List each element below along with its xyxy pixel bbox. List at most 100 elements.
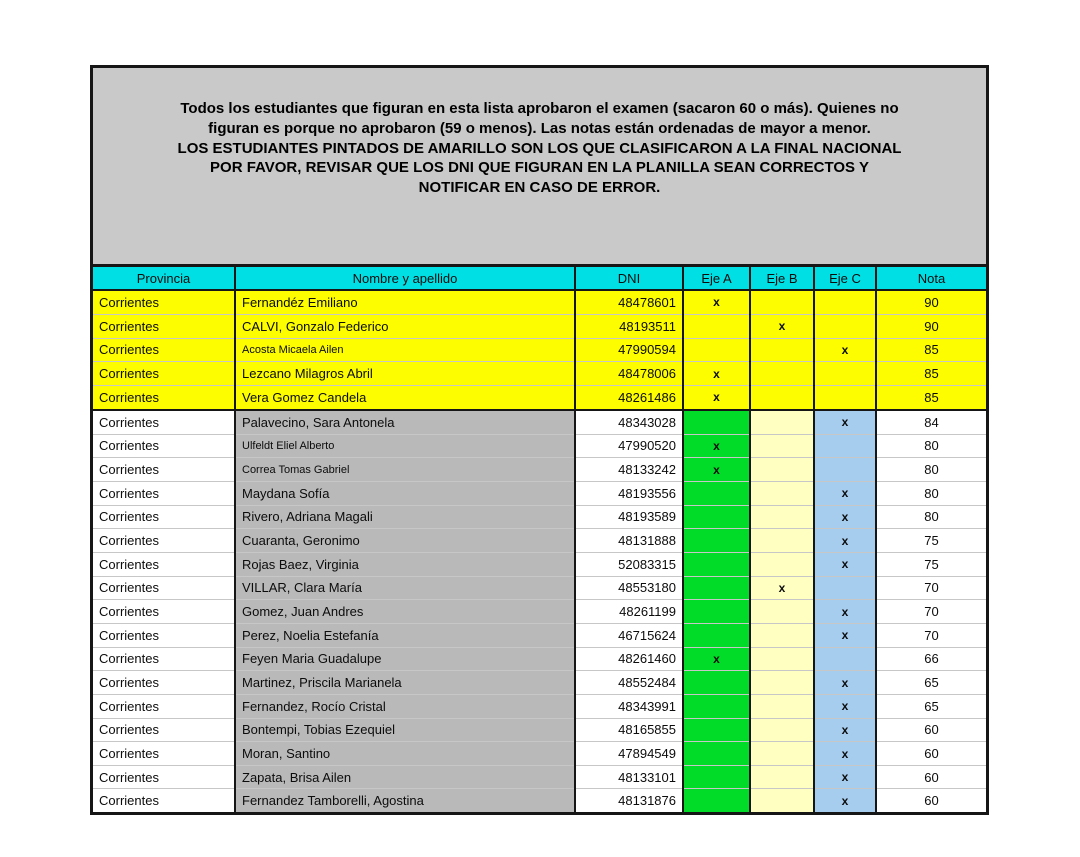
cell-nota: 84 — [875, 408, 986, 435]
cell-eje-a-mark — [682, 337, 751, 362]
table-row: Corrientes Lezcano Milagros Abril 48478006… — [93, 361, 986, 386]
cell-nota: 75 — [875, 528, 986, 553]
cell-provincia: Corrientes — [93, 337, 236, 362]
cell-nombre: Moran, Santino — [234, 741, 576, 766]
results-sheet: Todos los estudiantes que figuran en est… — [90, 65, 989, 815]
col-header-eje-c: Eje C — [813, 267, 877, 291]
cell-dni: 48133242 — [574, 457, 684, 482]
cell-dni: 48552484 — [574, 670, 684, 695]
cell-dni: 48478601 — [574, 290, 684, 315]
cell-nombre: Acosta Micaela Ailen — [234, 337, 576, 362]
cell-nota: 65 — [875, 670, 986, 695]
cell-provincia: Corrientes — [93, 313, 236, 339]
cell-eje-c-mark: x — [813, 528, 877, 553]
cell-eje-c-mark: x — [813, 337, 877, 362]
table-row: Corrientes Maydana Sofía 48193556 x 80 — [93, 480, 986, 506]
cell-nombre: Fernandez Tamborelli, Agostina — [234, 788, 576, 812]
cell-dni: 52083315 — [574, 551, 684, 577]
cell-nombre: Zapata, Brisa Ailen — [234, 764, 576, 789]
cell-eje-b-mark — [749, 384, 815, 410]
cell-eje-a-mark: x — [682, 646, 751, 671]
cell-provincia: Corrientes — [93, 788, 236, 812]
cell-eje-a-mark — [682, 693, 751, 719]
cell-eje-c-mark — [813, 646, 877, 671]
cell-eje-c-mark: x — [813, 480, 877, 506]
cell-eje-c-mark: x — [813, 788, 877, 812]
cell-eje-b-mark — [749, 457, 815, 482]
cell-dni: 48193556 — [574, 480, 684, 506]
cell-nombre: Cuaranta, Geronimo — [234, 528, 576, 553]
cell-nota: 85 — [875, 337, 986, 362]
cell-nota: 70 — [875, 599, 986, 624]
cell-eje-b-mark: x — [749, 313, 815, 339]
table-row: Corrientes Bontempi, Tobias Ezequiel 48165… — [93, 717, 986, 742]
cell-nota: 90 — [875, 313, 986, 339]
cell-eje-b-mark — [749, 551, 815, 577]
cell-dni: 47990594 — [574, 337, 684, 362]
cell-eje-a-mark — [682, 788, 751, 812]
cell-dni: 48133101 — [574, 764, 684, 789]
cell-eje-c-mark: x — [813, 504, 877, 529]
table-header-row: Provincia Nombre y apellido DNI Eje A Ej… — [93, 267, 986, 291]
cell-eje-a-mark — [682, 764, 751, 789]
cell-eje-b-mark — [749, 788, 815, 812]
cell-eje-c-mark — [813, 290, 877, 315]
notice-panel: Todos los estudiantes que figuran en est… — [93, 68, 986, 267]
cell-eje-a-mark: x — [682, 433, 751, 458]
cell-provincia: Corrientes — [93, 599, 236, 624]
cell-dni: 47990520 — [574, 433, 684, 458]
table-row: Corrientes Gomez, Juan Andres 48261199 x 70 — [93, 599, 986, 624]
cell-eje-b-mark — [749, 599, 815, 624]
cell-eje-a-mark — [682, 504, 751, 529]
cell-provincia: Corrientes — [93, 290, 236, 315]
cell-nota: 80 — [875, 457, 986, 482]
cell-eje-a-mark — [682, 717, 751, 742]
cell-eje-a-mark — [682, 741, 751, 766]
cell-eje-c-mark — [813, 384, 877, 410]
cell-nota: 90 — [875, 290, 986, 315]
cell-eje-a-mark: x — [682, 457, 751, 482]
cell-eje-c-mark — [813, 361, 877, 386]
cell-eje-c-mark: x — [813, 622, 877, 648]
cell-provincia: Corrientes — [93, 504, 236, 529]
cell-nota: 75 — [875, 551, 986, 577]
cell-eje-b-mark — [749, 361, 815, 386]
cell-eje-b-mark — [749, 622, 815, 648]
cell-eje-b-mark — [749, 646, 815, 671]
col-header-eje-b: Eje B — [749, 267, 815, 291]
notice-line-check-dni: POR FAVOR, REVISAR QUE LOS DNI QUE FIGUR… — [210, 159, 869, 197]
cell-eje-c-mark — [813, 433, 877, 458]
cell-dni: 48343991 — [574, 693, 684, 719]
table-row: Corrientes Feyen Maria Guadalupe 48261460 x… — [93, 646, 986, 671]
cell-nombre: Gomez, Juan Andres — [234, 599, 576, 624]
cell-eje-a-mark: x — [682, 384, 751, 410]
notice-line-approved: Todos los estudiantes que figuran en est… — [180, 100, 899, 137]
cell-nombre: Rojas Baez, Virginia — [234, 551, 576, 577]
table-row: Corrientes Rivero, Adriana Magali 48193589… — [93, 504, 986, 529]
cell-provincia: Corrientes — [93, 480, 236, 506]
cell-eje-b-mark — [749, 764, 815, 789]
cell-dni: 48131876 — [574, 788, 684, 812]
table-body: Corrientes Fernandéz Emiliano 48478601 x 90 C… — [93, 290, 986, 812]
cell-provincia: Corrientes — [93, 433, 236, 458]
table-row: Corrientes Palavecino, Sara Antonela 48343… — [93, 408, 986, 435]
table-row: Corrientes VILLAR, Clara María 48553180 x 70 — [93, 575, 986, 600]
cell-eje-a-mark: x — [682, 361, 751, 386]
cell-eje-b-mark — [749, 408, 815, 435]
cell-provincia: Corrientes — [93, 764, 236, 789]
cell-dni: 48131888 — [574, 528, 684, 553]
cell-nombre: Maydana Sofía — [234, 480, 576, 506]
cell-dni: 46715624 — [574, 622, 684, 648]
col-header-nombre: Nombre y apellido — [234, 267, 576, 291]
cell-eje-b-mark — [749, 670, 815, 695]
cell-nota: 80 — [875, 433, 986, 458]
cell-nombre: Martinez, Priscila Marianela — [234, 670, 576, 695]
cell-nombre: Vera Gomez Candela — [234, 384, 576, 410]
cell-nombre: Perez, Noelia Estefanía — [234, 622, 576, 648]
cell-eje-a-mark — [682, 313, 751, 339]
col-header-provincia: Provincia — [93, 267, 236, 291]
cell-provincia: Corrientes — [93, 457, 236, 482]
cell-nota: 60 — [875, 788, 986, 812]
table-row: Corrientes Vera Gomez Candela 48261486 x 85 — [93, 384, 986, 410]
